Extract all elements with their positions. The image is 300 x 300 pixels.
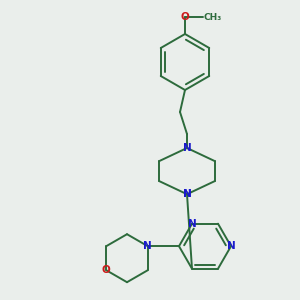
Text: N: N (183, 189, 191, 199)
Text: CH₃: CH₃ (204, 13, 222, 22)
Text: N: N (226, 241, 236, 251)
Text: O: O (181, 12, 189, 22)
Text: O: O (102, 265, 111, 275)
Text: N: N (188, 219, 196, 229)
Text: N: N (183, 189, 191, 199)
Text: N: N (143, 241, 152, 251)
Text: N: N (183, 143, 191, 153)
